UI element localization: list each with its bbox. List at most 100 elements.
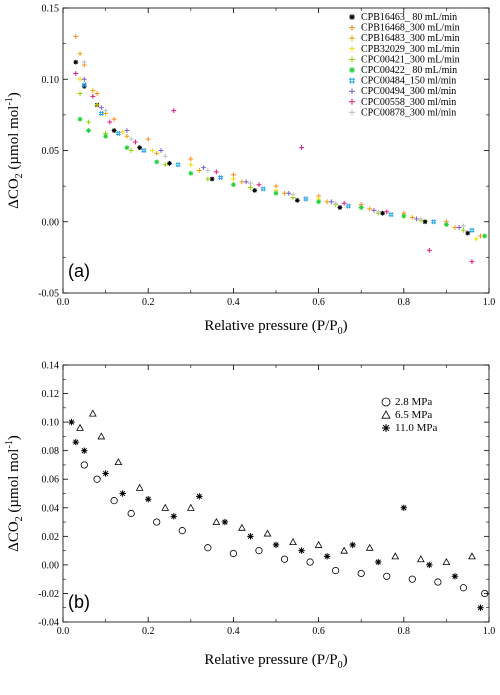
panel-label: (a) — [68, 261, 90, 281]
data-point — [212, 518, 221, 526]
x-tick-label: 0.8 — [398, 297, 411, 308]
data-point — [303, 196, 309, 202]
x-tick-label: 0.4 — [227, 297, 240, 308]
data-point — [456, 225, 462, 230]
data-point — [162, 153, 168, 159]
data-point — [175, 162, 181, 168]
data-point — [375, 558, 382, 566]
data-point — [263, 529, 272, 537]
data-point — [120, 129, 126, 135]
x-tick-label: 0.8 — [398, 626, 411, 637]
data-point — [473, 236, 479, 242]
data-point — [416, 555, 425, 563]
data-point — [340, 546, 349, 554]
data-point — [186, 503, 195, 511]
legend-marker — [349, 88, 355, 95]
data-point — [97, 432, 106, 440]
data-point — [72, 438, 79, 446]
data-points — [73, 34, 488, 265]
data-point — [316, 199, 321, 205]
data-point — [73, 59, 79, 65]
data-point — [451, 573, 459, 580]
data-point — [434, 578, 442, 586]
data-point — [196, 168, 202, 173]
data-point — [188, 156, 194, 162]
data-point — [431, 219, 437, 225]
data-point — [306, 558, 314, 566]
x-axis-title: Relative pressure (P/P0) — [204, 652, 347, 671]
data-point — [280, 555, 289, 563]
data-point — [461, 227, 466, 233]
data-point — [205, 168, 211, 173]
y-tick-label: 0.08 — [42, 446, 60, 457]
data-point — [328, 199, 334, 205]
data-point — [68, 418, 75, 426]
data-point — [81, 59, 87, 65]
data-point — [286, 190, 292, 196]
data-point — [133, 139, 138, 145]
data-point — [248, 180, 253, 186]
data-point — [150, 148, 155, 153]
data-point — [119, 490, 126, 497]
data-point — [426, 561, 433, 569]
panel-a: 0.0 0.2 0.4 0.6 0.8 1.0 -0.05 0.00 0.05 0.10 0.15 C… — [4, 4, 495, 338]
data-point — [282, 190, 287, 196]
data-point — [93, 475, 101, 483]
data-point — [477, 604, 484, 611]
data-point — [252, 188, 258, 193]
data-point — [114, 458, 123, 466]
data-point — [298, 547, 305, 554]
data-point — [170, 513, 177, 520]
data-point — [162, 162, 168, 168]
data-point — [255, 547, 263, 555]
data-point — [247, 533, 254, 540]
data-point — [239, 179, 245, 185]
data-point — [357, 569, 365, 578]
data-point — [422, 219, 428, 225]
data-point — [414, 216, 419, 222]
data-point — [128, 148, 134, 153]
legend-marker — [349, 14, 355, 20]
data-point — [468, 552, 476, 560]
data-point — [213, 169, 219, 175]
data-point — [103, 133, 108, 139]
data-point — [349, 541, 356, 549]
y-tick-label: 0.00 — [42, 217, 60, 228]
data-point — [231, 176, 236, 182]
x-tick-label: 0.0 — [57, 297, 70, 308]
data-point — [229, 549, 237, 558]
data-point — [102, 470, 109, 477]
y-tick-label: 0.10 — [42, 418, 60, 429]
legend-entry-label: CPB16463_ 80 mL/min — [361, 12, 457, 23]
legend-entry-label: 6.5 MPa — [395, 409, 432, 421]
data-point — [145, 136, 151, 142]
data-point — [409, 215, 415, 220]
data-point — [81, 76, 87, 82]
data-point — [127, 509, 135, 518]
data-point — [391, 552, 400, 560]
data-point — [135, 483, 144, 491]
data-point — [299, 145, 304, 151]
legend-marker — [349, 67, 355, 73]
data-point — [178, 527, 186, 535]
data-point — [459, 584, 468, 592]
data-point — [196, 493, 203, 500]
data-point — [205, 176, 211, 182]
data-point — [294, 197, 300, 203]
y-tick-label: 0.04 — [42, 503, 60, 514]
data-point — [341, 200, 347, 206]
data-point — [77, 76, 83, 82]
data-point — [346, 203, 351, 209]
data-point — [324, 199, 330, 205]
data-point — [154, 159, 160, 165]
data-point — [272, 541, 280, 549]
data-point — [444, 222, 449, 227]
data-point — [273, 190, 279, 196]
data-point — [337, 205, 343, 210]
data-point — [375, 209, 381, 215]
data-point — [231, 172, 236, 178]
data-point — [81, 447, 88, 454]
